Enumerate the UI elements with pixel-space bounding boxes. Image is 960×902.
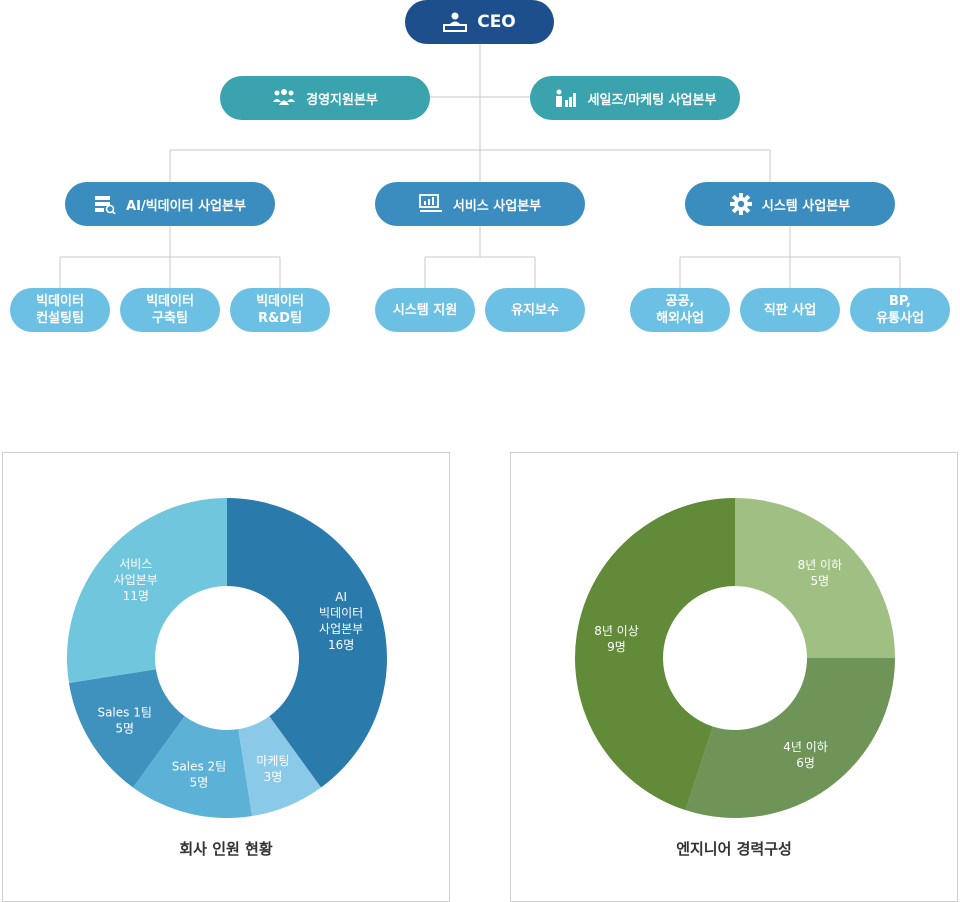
people-group-icon — [272, 88, 296, 108]
team-maintenance: 유지보수 — [485, 288, 585, 332]
team-public-overseas: 공공, 해외사업 — [630, 288, 730, 332]
donut-label-line: 11명 — [123, 589, 149, 603]
team-line-1: 직판 사업 — [763, 302, 817, 318]
donut-label-line: 마케팅 — [256, 754, 289, 768]
org-node-system: 시스템 사업본부 — [685, 182, 895, 226]
team-line-1: 빅데이터 — [256, 294, 304, 309]
donut-slice — [575, 498, 735, 811]
donut-label-line: 빅데이터 — [319, 606, 363, 620]
donut-label-line: 16명 — [328, 638, 354, 652]
donut-label-line: 8년 이하 — [798, 558, 843, 572]
donut-slice-label: 4년 이하 6명 — [783, 740, 828, 770]
donut-label-line: 6명 — [796, 756, 815, 770]
donut-slice — [735, 498, 895, 658]
donut-label-line: Sales 2팀 — [172, 760, 226, 774]
org-node-ceo: CEO — [405, 0, 554, 44]
donut-label-line: 9명 — [607, 640, 626, 654]
donut-slice-label: 마케팅 3명 — [256, 754, 289, 784]
monitor-chart-icon — [418, 194, 443, 214]
org-node-service: 서비스 사업본부 — [375, 182, 585, 226]
career-chart-panel: 8년 이하 5명 4년 이하 6명 8년 이상 9명 엔지니어 경력구성 — [510, 452, 958, 902]
donut-slice — [685, 658, 895, 818]
gear-icon — [729, 193, 752, 215]
donut-slice — [68, 669, 185, 788]
donut-label-line: 5명 — [190, 776, 209, 790]
donut-slice — [227, 498, 388, 788]
donut-slice-label: Sales 1팀 5명 — [97, 706, 151, 736]
team-bp-distribution: BP, 유통사업 — [850, 288, 950, 332]
donut-slice-label: 8년 이상 9명 — [594, 624, 639, 654]
org-node-sales-marketing: 세일즈/마케팅 사업본부 — [530, 76, 740, 120]
team-line-1: 공공, — [665, 294, 695, 309]
headcount-chart-title: 회사 인원 현황 — [179, 840, 273, 858]
donut-label-line: 3명 — [264, 770, 283, 784]
team-line-2: 컨설팅팀 — [36, 311, 84, 326]
person-desk-icon — [443, 11, 468, 33]
donut-label-line: 5명 — [811, 574, 830, 588]
org-node-ai-bigdata: AI/빅데이터 사업본부 — [65, 182, 275, 226]
team-line-1: 빅데이터 — [36, 294, 84, 309]
donut-slice-label: 8년 이하 5명 — [798, 558, 843, 588]
team-system-support: 시스템 지원 — [375, 288, 475, 332]
server-search-icon — [94, 194, 116, 214]
team-line-2: 구축팀 — [152, 311, 188, 326]
org-node-management: 경영지원본부 — [220, 76, 430, 120]
team-line-1: BP, — [889, 294, 911, 309]
donut-label-line: 4년 이하 — [783, 740, 828, 754]
donut-label-line: 5명 — [115, 722, 134, 736]
team-line-2: 해외사업 — [656, 311, 704, 326]
team-line-2: 유통사업 — [876, 311, 924, 326]
donut-slice — [238, 716, 322, 817]
donut-label-line: Sales 1팀 — [97, 706, 151, 720]
donut-label-line: 8년 이상 — [594, 624, 639, 638]
career-donut-chart: 8년 이하 5명 4년 이하 6명 8년 이상 9명 — [575, 498, 895, 818]
service-label: 서비스 사업본부 — [452, 198, 542, 214]
donut-slice — [66, 498, 227, 684]
team-bigdata-build: 빅데이터 구축팀 — [120, 288, 220, 332]
donut-label-line: 서비스 — [119, 557, 152, 571]
management-label: 경영지원본부 — [306, 92, 378, 108]
donut-slice — [132, 716, 253, 818]
team-bigdata-consulting: 빅데이터 컨설팅팀 — [10, 288, 110, 332]
team-direct-sales: 직판 사업 — [740, 288, 840, 332]
donut-slice-label: Sales 2팀 5명 — [172, 760, 226, 790]
donut-label-line: 사업본부 — [114, 573, 158, 587]
org-connector-lines — [59, 42, 901, 290]
presenter-chart-icon — [554, 88, 578, 108]
team-line-1: 빅데이터 — [146, 294, 194, 309]
career-chart-title: 엔지니어 경력구성 — [676, 840, 792, 858]
team-line-2: R&D팀 — [257, 311, 303, 326]
team-bigdata-rnd: 빅데이터 R&D팀 — [230, 288, 330, 332]
donut-label-line: 사업본부 — [319, 622, 363, 636]
team-line-1: 시스템 지원 — [392, 302, 458, 318]
team-line-1: 유지보수 — [511, 302, 559, 318]
ceo-label: CEO — [477, 12, 516, 32]
headcount-chart-panel: AI 빅데이터 사업본부 16명 마케팅 3명 Sales 2팀 5명 Sales 1팀 5명 서비… — [2, 452, 450, 902]
system-label: 시스템 사업본부 — [761, 198, 851, 214]
sales-marketing-label: 세일즈/마케팅 사업본부 — [587, 92, 717, 108]
donut-label-line: AI — [335, 590, 347, 604]
ai-bigdata-label: AI/빅데이터 사업본부 — [126, 198, 246, 214]
